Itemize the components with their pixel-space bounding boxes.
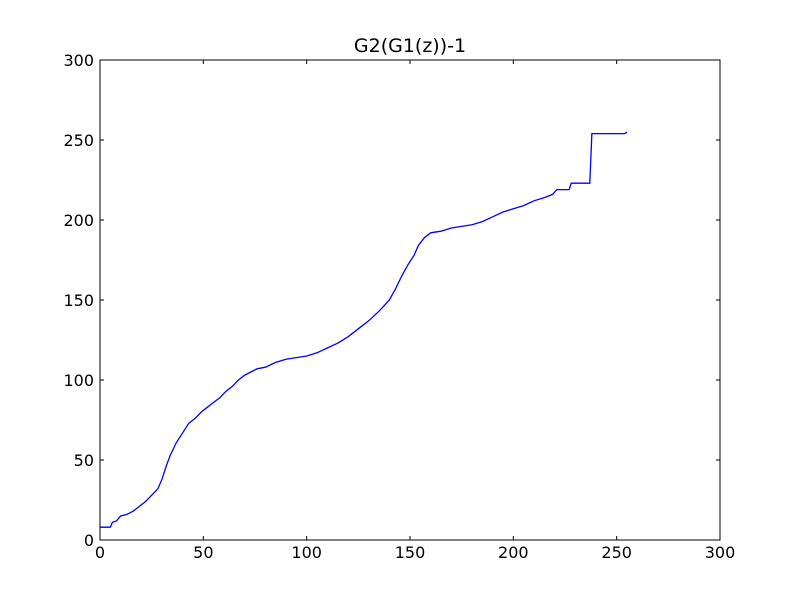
y-tick-label-3: 150 [63, 291, 94, 310]
y-tick-label-2: 100 [63, 371, 94, 390]
x-tick-label-0: 0 [95, 543, 105, 562]
x-tick-label-1: 50 [193, 543, 213, 562]
chart-title: G2(G1(z))-1 [354, 35, 466, 57]
y-tick-label-5: 250 [63, 131, 94, 150]
y-tick-label-0: 0 [84, 531, 94, 550]
x-tick-label-2: 100 [291, 543, 322, 562]
x-tick-label-4: 200 [498, 543, 529, 562]
series-line-0 [100, 131, 628, 528]
x-tick-label-5: 250 [601, 543, 632, 562]
y-tick-label-1: 50 [74, 451, 94, 470]
y-tick-label-6: 300 [63, 51, 94, 70]
x-tick-label-6: 300 [705, 543, 736, 562]
y-tick-label-4: 200 [63, 211, 94, 230]
x-tick-label-3: 150 [395, 543, 426, 562]
plot-area: 0 50 100 150 200 250 300 0 50 100 150 200 250 300 [63, 51, 735, 562]
